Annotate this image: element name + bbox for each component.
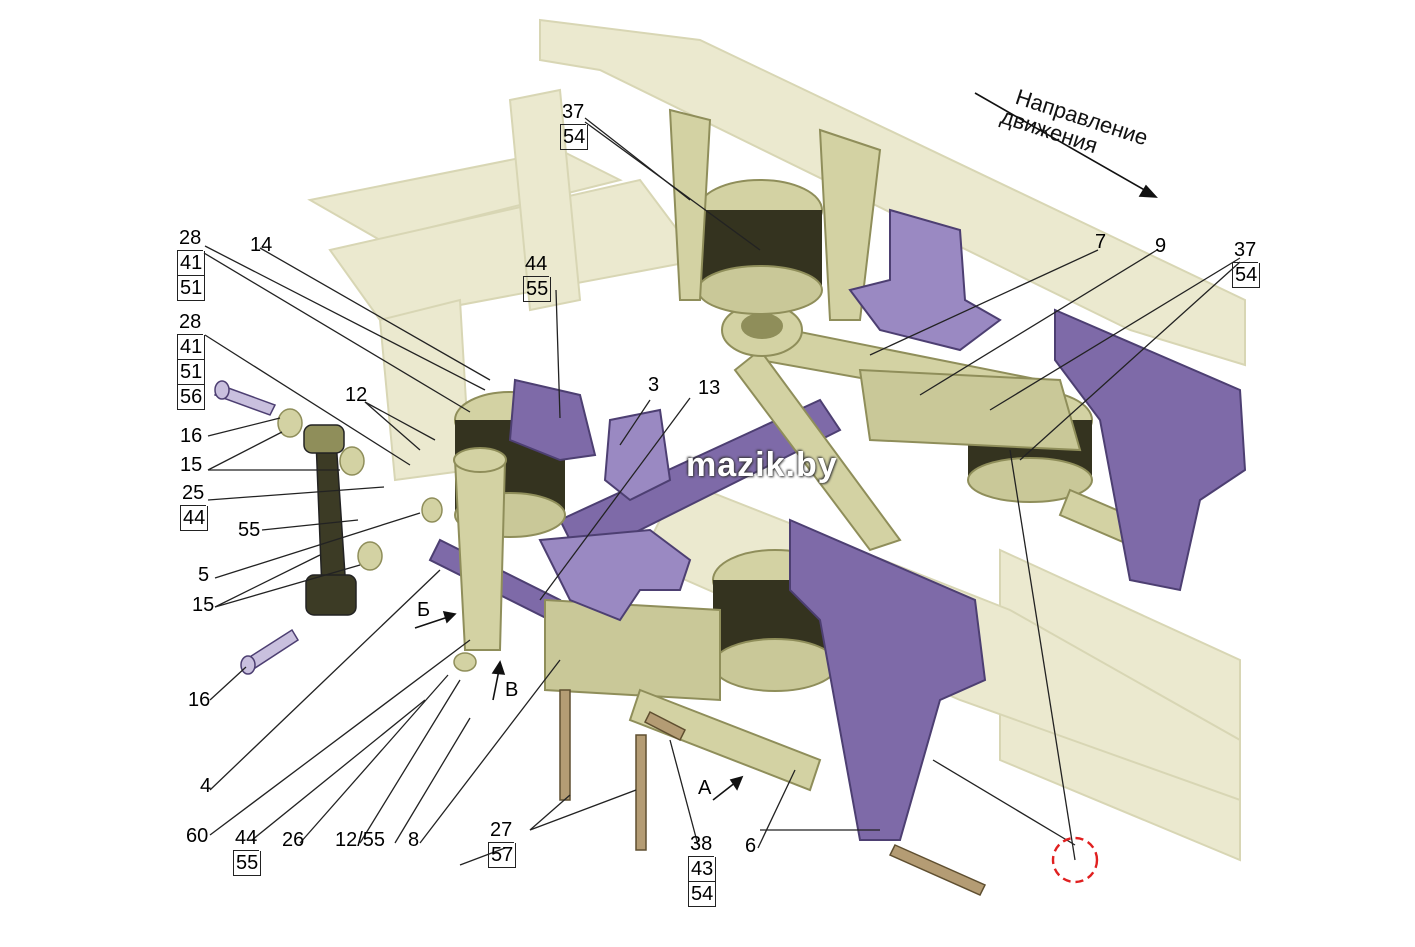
view-arrows — [414, 610, 744, 801]
callout-55: 55 — [238, 519, 261, 541]
callout-25-44: 25 44 — [180, 481, 209, 531]
callout-7: 7 — [1095, 231, 1107, 253]
callout-37-54-right: 37 54 — [1232, 238, 1261, 288]
callout-8: 8 — [408, 829, 420, 851]
view-label-b: Б — [417, 599, 431, 621]
callout-15-top: 15 — [180, 454, 203, 476]
callout-44-55-bottom: 44 55 — [233, 826, 262, 876]
highlight-marker — [1051, 836, 1099, 884]
bracket-center — [538, 408, 692, 622]
callout-44-55-top: 44 55 — [523, 252, 552, 302]
callout-16-top: 16 — [180, 425, 203, 447]
direction-arrow — [974, 92, 1158, 198]
callout-5: 5 — [198, 564, 210, 586]
callout-28-41-51-56: 28 41 51 56 — [177, 310, 206, 410]
bracket-top — [848, 208, 1002, 352]
beam-housing — [544, 368, 1082, 702]
bracket-upper-center — [508, 378, 597, 462]
long-bolts-bottom — [559, 689, 987, 896]
callout-28-41-51-top: 28 41 51 — [177, 226, 206, 301]
leader-lines — [203, 117, 1241, 866]
callout-4: 4 — [200, 775, 212, 797]
callout-9: 9 — [1155, 235, 1167, 257]
callout-38-43-54: 38 43 54 — [688, 832, 717, 907]
callout-37-54-top: 37 54 — [560, 100, 589, 150]
upper-arm-rear — [668, 108, 882, 321]
callout-14: 14 — [250, 234, 273, 256]
view-label-a: А — [698, 777, 712, 799]
bolt-lower-left — [240, 628, 300, 675]
callout-6: 6 — [745, 835, 757, 857]
view-label-v: В — [505, 679, 519, 701]
callout-15-bottom: 15 — [192, 594, 215, 616]
trailing-arm-left — [453, 447, 507, 651]
torque-rod-link — [303, 424, 357, 616]
callout-27-57: 27 57 — [488, 818, 517, 868]
bracket-front — [789, 518, 987, 841]
air-spring-rear — [697, 179, 823, 315]
watermark: mazik.by — [686, 446, 838, 484]
callout-3: 3 — [648, 374, 660, 396]
callout-60: 60 — [186, 825, 209, 847]
bolt-upper-left — [213, 380, 277, 416]
callout-26: 26 — [282, 829, 305, 851]
callout-12-55: 12/55 — [335, 829, 386, 851]
callout-12: 12 — [345, 384, 368, 406]
callout-16-bottom: 16 — [188, 689, 211, 711]
bushings-left — [277, 408, 477, 672]
callout-13: 13 — [698, 377, 721, 399]
bracket-right — [1054, 308, 1247, 592]
